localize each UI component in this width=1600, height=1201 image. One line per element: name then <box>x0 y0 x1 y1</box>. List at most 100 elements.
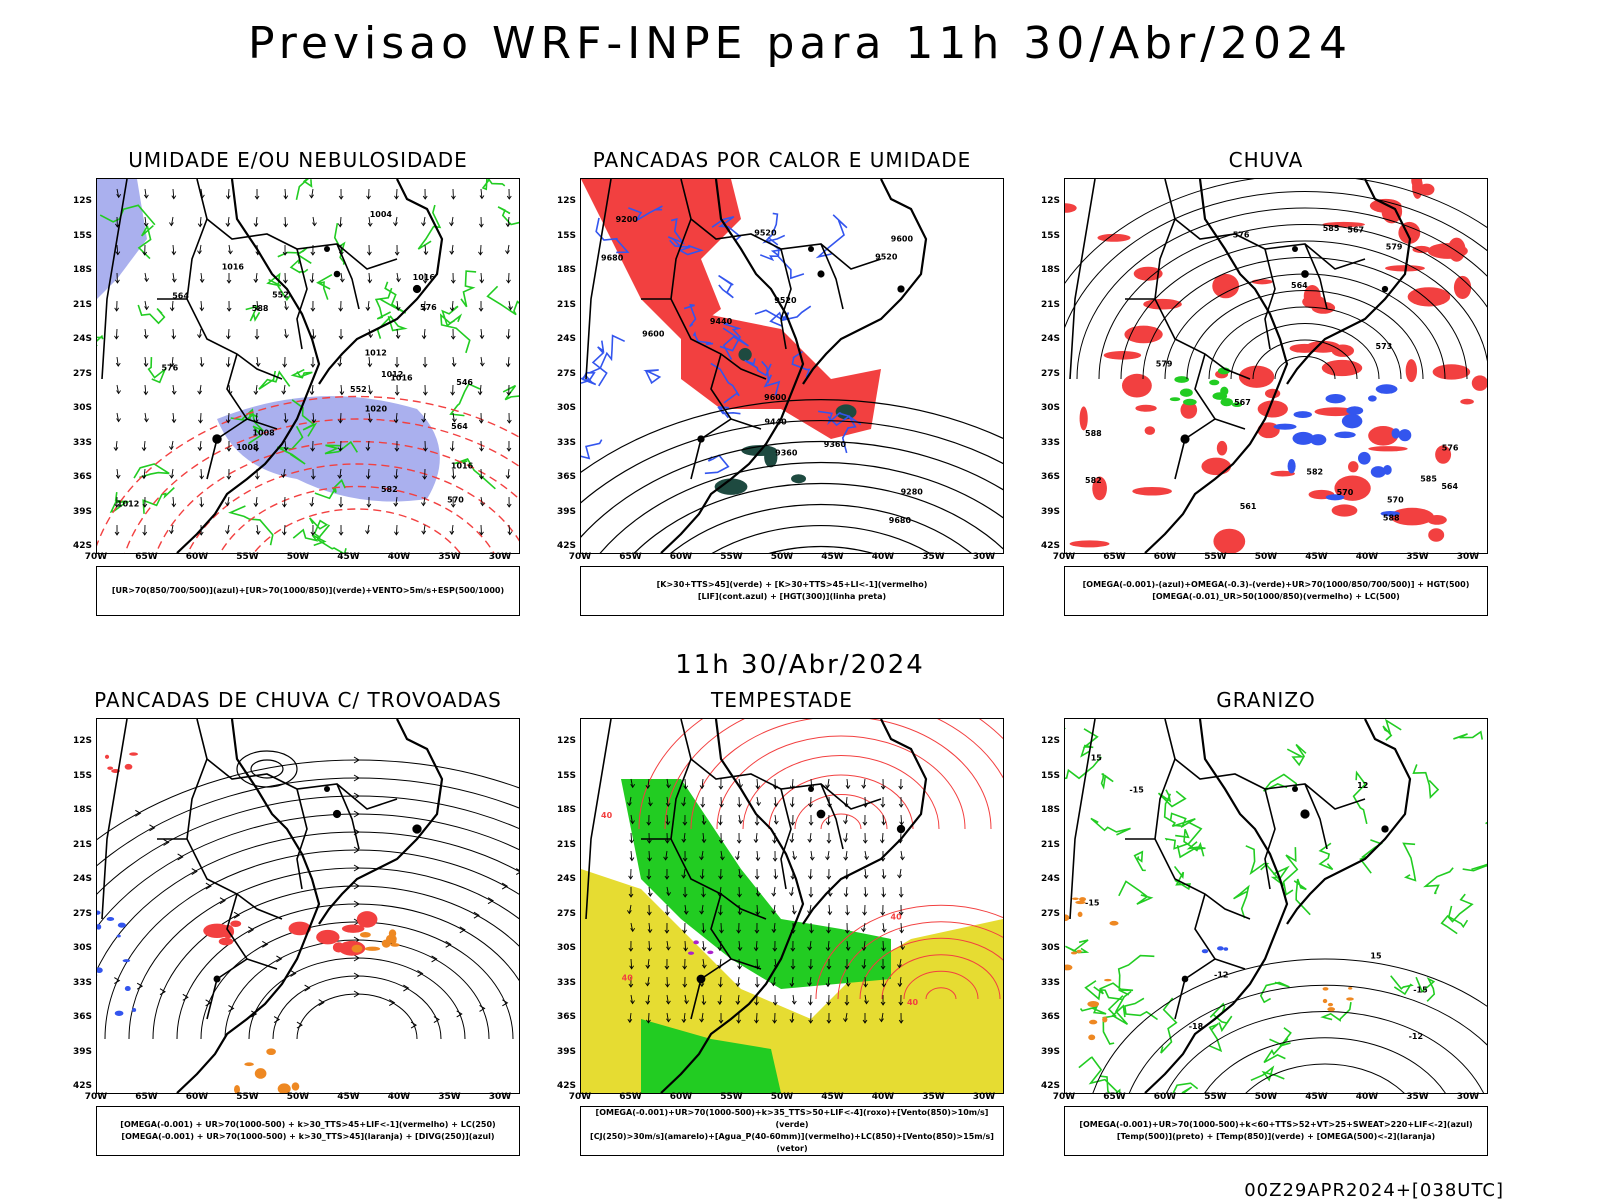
contour-label: 1008 <box>236 443 259 452</box>
contour-label: 40 <box>601 811 613 820</box>
longitude-tick-label: 45W <box>334 552 364 562</box>
omega-area-orange <box>1323 987 1329 990</box>
thunderstorm-area-orange <box>365 947 381 951</box>
contour-label: 9680 <box>601 253 624 262</box>
rain-area-blue <box>1288 459 1296 473</box>
longitude-tick-label: 65W <box>1100 1092 1130 1102</box>
isoline <box>297 994 417 1039</box>
temp-850-contour <box>1209 1023 1221 1050</box>
rain-area-blue <box>1274 424 1297 430</box>
latitude-tick-label: 24S <box>58 874 92 884</box>
lake-marker <box>808 246 814 252</box>
contour-label: 9520 <box>754 229 777 238</box>
isoline <box>1155 1012 1487 1094</box>
temp-850-contour <box>1125 998 1158 1019</box>
state-border <box>1175 959 1215 1019</box>
lake-marker <box>817 810 826 819</box>
longitude-tick-label: 60W <box>182 552 212 562</box>
contour-label: 582 <box>381 485 398 494</box>
lifted-index-contour <box>593 341 607 386</box>
latitude-tick-label: 18S <box>58 265 92 275</box>
legend-box: [OMEGA(-0.001)+UR>70(1000-500)+k>35_TTS>… <box>580 1106 1004 1156</box>
latitude-tick-label: 36S <box>1026 472 1060 482</box>
temp-850-contour <box>1453 732 1482 740</box>
humidity-contour-low <box>134 464 169 478</box>
isoline <box>1121 241 1487 379</box>
contour-label: 9280 <box>901 488 924 497</box>
contour-label: 561 <box>1240 502 1257 511</box>
coastline-east <box>1287 719 1410 924</box>
latitude-tick-label: 12S <box>58 736 92 746</box>
longitude-tick-label: 70W <box>1049 552 1079 562</box>
contour-label: 588 <box>1383 513 1400 522</box>
state-border <box>1165 719 1365 809</box>
state-border <box>197 179 397 269</box>
contour-label: 564 <box>1291 281 1308 290</box>
severe-storm-area-purple <box>688 951 694 954</box>
isoline <box>587 484 1003 554</box>
lake-marker <box>412 824 421 833</box>
rain-area-red <box>1201 458 1231 475</box>
contour-label: -12 <box>1214 971 1228 980</box>
isoline <box>717 736 965 829</box>
latitude-tick-label: 21S <box>542 300 576 310</box>
thunderstorm-area-red <box>105 755 109 759</box>
streamline-vortex <box>237 751 297 787</box>
latitude-tick-label: 39S <box>542 1047 576 1057</box>
temp-850-contour <box>1486 815 1487 845</box>
legend-line: [OMEGA(-0.01)_UR>50(1000/850)(vermelho) … <box>1152 591 1400 603</box>
contour-label: 576 <box>1442 443 1459 452</box>
panel-title: GRANIZO <box>1026 688 1506 712</box>
latitude-tick-label: 21S <box>1026 300 1060 310</box>
temp-850-contour <box>1251 1067 1284 1080</box>
latitude-tick-label: 39S <box>58 507 92 517</box>
rain-area-red <box>1080 406 1088 430</box>
thunderstorm-area-orange <box>352 945 363 953</box>
latitude-tick-label: 15S <box>1026 231 1060 241</box>
rain-area-red <box>1332 504 1358 516</box>
longitude-tick-label: 30W <box>485 1092 515 1102</box>
latitude-tick-label: 15S <box>542 771 576 781</box>
legend-line: [OMEGA(-0.001)-(azul)+OMEGA(-0.3)-(verde… <box>1083 579 1470 591</box>
temp-850-contour <box>1102 773 1114 787</box>
lake-marker <box>1292 786 1298 792</box>
thunderstorm-area-red <box>129 752 138 755</box>
latitude-tick-label: 24S <box>1026 874 1060 884</box>
rain-area-red <box>1065 203 1077 213</box>
longitude-tick-label: 40W <box>868 552 898 562</box>
temp-850-contour <box>1065 940 1088 953</box>
panel-title: CHUVA <box>1026 148 1506 172</box>
forecast-run-stamp: 00Z29APR2024+[038UTC] <box>1244 1180 1504 1201</box>
isoline <box>97 796 519 1039</box>
contour-label: 40 <box>907 998 919 1007</box>
lifted-index-contour <box>760 255 804 278</box>
latitude-tick-label: 18S <box>542 265 576 275</box>
divergence-area-blue <box>117 935 121 938</box>
latitude-tick-label: 33S <box>542 438 576 448</box>
latitude-tick-label: 42S <box>542 1081 576 1091</box>
legend-line: [UR>70(850/700/500)](azul)+[UR>70(1000/8… <box>112 585 504 597</box>
longitude-tick-label: 50W <box>283 552 313 562</box>
rain-area-red <box>1258 400 1288 417</box>
lake-marker <box>214 976 221 983</box>
map-canvas: 1012101610121008101610201016100810041012… <box>97 179 519 553</box>
temp-850-contour <box>1135 852 1146 871</box>
main-title: Previsao WRF-INPE para 11h 30/Abr/2024 <box>0 18 1600 69</box>
divergence-area-blue <box>97 910 101 914</box>
legend-line: [Temp(500)](preto) + [Temp(850)](verde) … <box>1117 1131 1435 1143</box>
omega-area-orange <box>1109 921 1118 926</box>
latitude-tick-label: 27S <box>1026 909 1060 919</box>
latitude-tick-label: 24S <box>542 874 576 884</box>
temp-850-contour <box>1463 861 1487 871</box>
rain-area-red <box>1448 238 1466 262</box>
omega-area-orange <box>1078 912 1083 917</box>
latitude-tick-label: 33S <box>542 978 576 988</box>
thunderstorm-area-red <box>107 766 113 769</box>
rain-area-red <box>1460 399 1474 405</box>
legend-line: [K>30+TTS>45](verde) + [K>30+TTS>45+LI<-… <box>657 579 928 591</box>
contour-label: 576 <box>1233 231 1250 240</box>
longitude-tick-label: 40W <box>1352 552 1382 562</box>
